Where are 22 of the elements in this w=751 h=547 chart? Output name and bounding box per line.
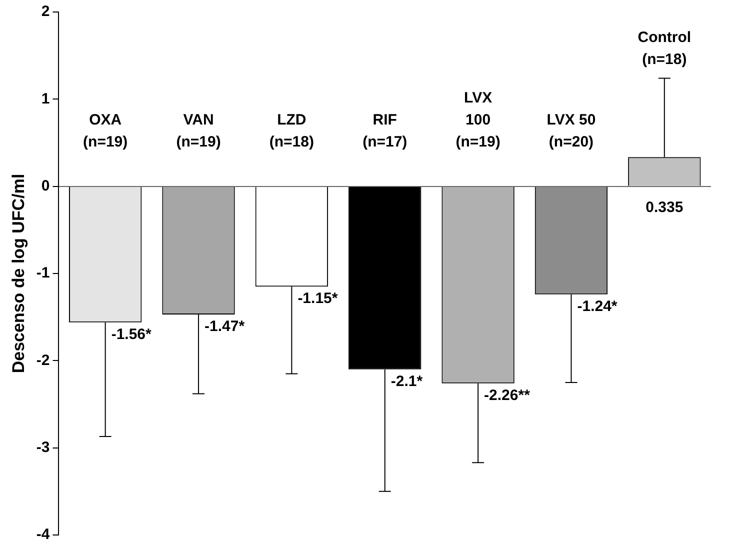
y-axis-title: Descenso de log UFC/ml (8, 174, 28, 374)
x-tick-label: RIF (n=17) (362, 111, 408, 150)
y-tick-label: -4 (36, 526, 50, 544)
y-tick-label: -1 (36, 264, 50, 282)
data-label: -1.47* (204, 318, 245, 336)
x-tick-label: VAN (n=19) (176, 111, 221, 150)
x-tick-label: LVX 50 (n=20) (546, 111, 596, 150)
data-label: -1.15* (298, 290, 338, 308)
data-label: -1.56* (111, 326, 152, 343)
x-tick-label: OXA (n=19) (83, 111, 128, 150)
data-label: -2.26** (484, 386, 530, 404)
y-tick-label: 1 (41, 90, 50, 108)
x-tick-label: LVX 100 (n=19) (456, 89, 500, 150)
y-tick-label: 0 (41, 177, 50, 194)
data-label: 0.335 (646, 198, 684, 216)
y-tick-label: 2 (41, 3, 50, 20)
y-tick-label: -2 (36, 352, 50, 369)
data-label: -1.24* (577, 298, 618, 316)
x-tick-label: LZD (n=18) (269, 111, 314, 150)
y-tick-label: -3 (36, 438, 50, 456)
data-label: -2.1* (390, 373, 423, 390)
x-tick-label: Control (n=18) (638, 29, 692, 68)
